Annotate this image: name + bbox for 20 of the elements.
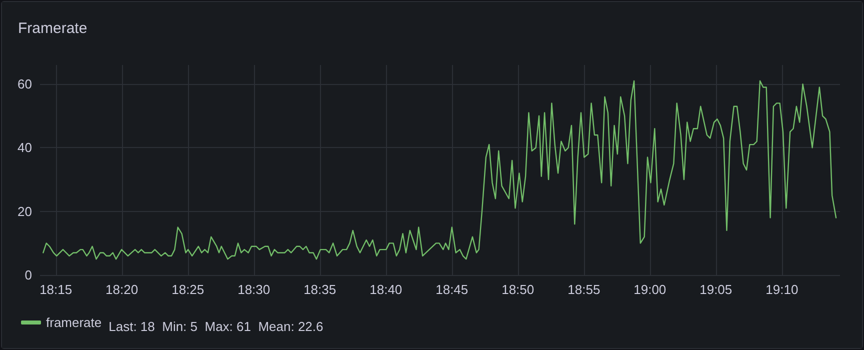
x-tick-label: 19:00 (634, 282, 666, 297)
x-tick-label: 18:30 (238, 282, 270, 297)
legend-label: framerate (46, 315, 102, 330)
x-tick-label: 18:40 (370, 282, 402, 297)
y-tick-label: 20 (18, 204, 32, 219)
y-tick-label: 60 (18, 76, 32, 92)
x-tick-label: 19:05 (700, 282, 732, 297)
line-series (42, 80, 837, 260)
y-tick-label: 0 (24, 268, 32, 282)
x-tick-label: 18:45 (436, 282, 468, 297)
y-tick-label: 40 (18, 140, 32, 156)
x-tick-label: 18:55 (568, 282, 600, 297)
x-tick-label: 18:20 (106, 282, 138, 297)
chart-title: Framerate (18, 20, 88, 37)
x-tick-label: 18:35 (304, 282, 336, 297)
x-tick-label: 18:25 (172, 282, 204, 297)
x-tick-label: 18:15 (40, 282, 72, 297)
text: Last: 18 Min: 5 Max: 61 Mean: 22.6 (108, 319, 324, 334)
x-tick-label: 19:10 (766, 282, 798, 297)
x-tick-label: 18:50 (502, 282, 534, 297)
